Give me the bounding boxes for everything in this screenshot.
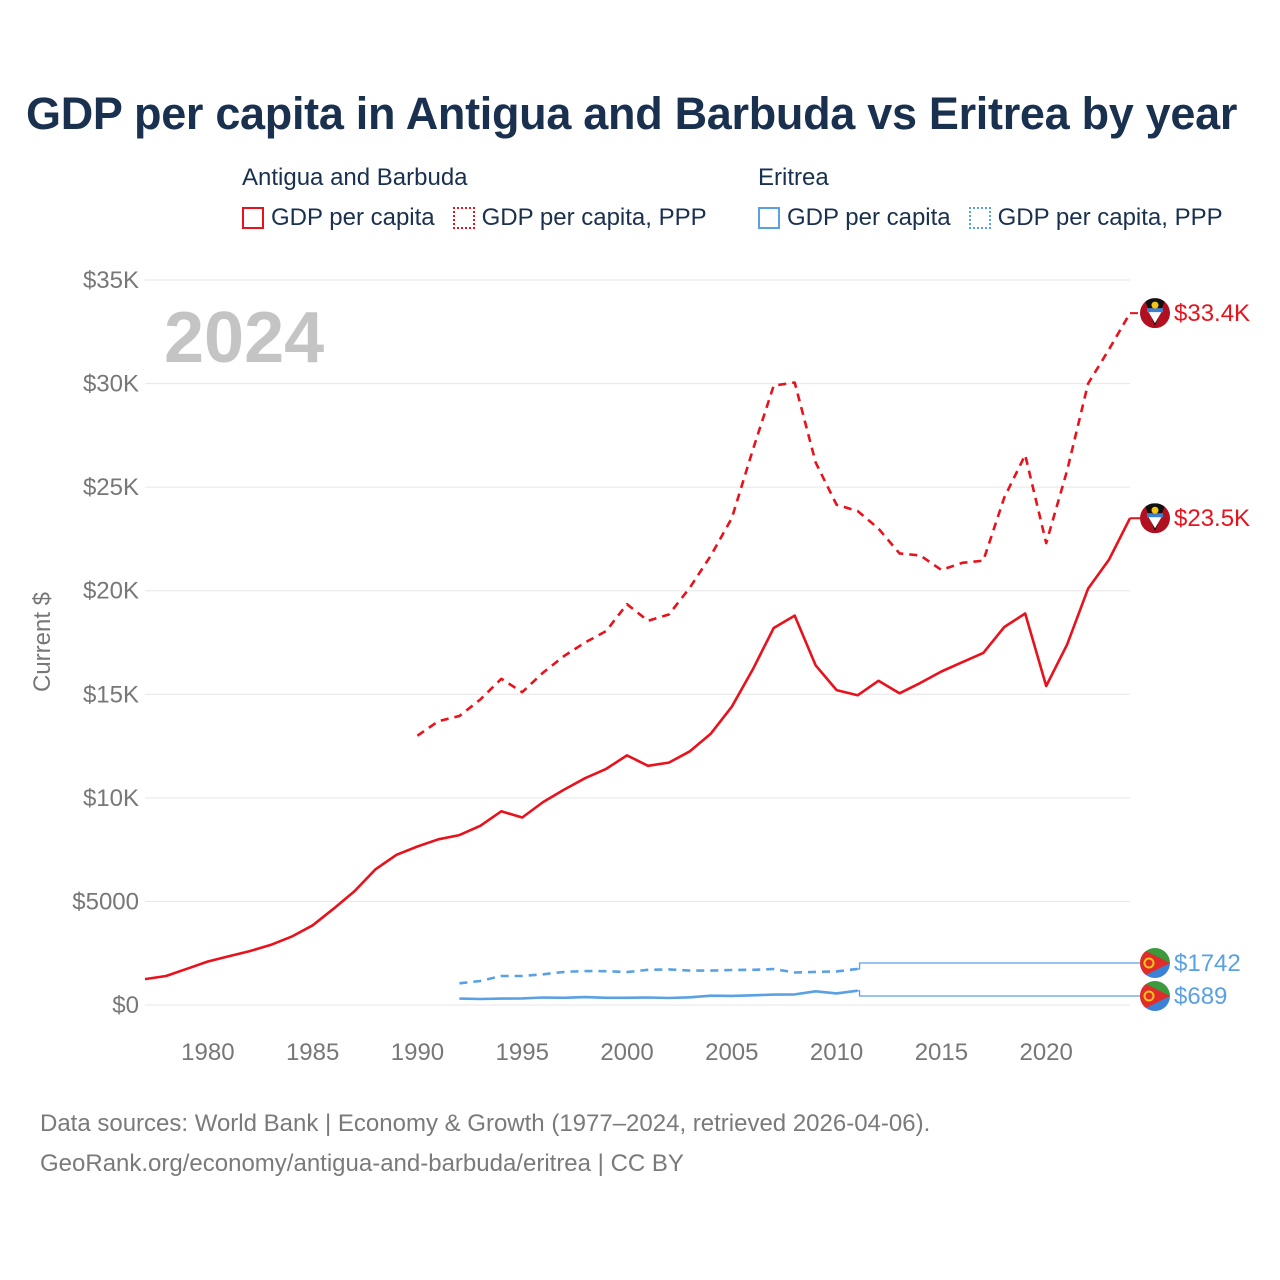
x-tick-label: 2005 bbox=[705, 1039, 758, 1066]
eritrea-flag-icon bbox=[1140, 981, 1170, 1011]
end-connector bbox=[857, 990, 1140, 997]
legend-group-eritrea: Eritrea GDP per capita GDP per capita, P… bbox=[758, 160, 1241, 232]
legend-item-antigua-gdp-ppp[interactable]: GDP per capita, PPP bbox=[452, 204, 707, 232]
y-axis-label: Current $ bbox=[29, 592, 56, 692]
legend-swatch-dotted bbox=[968, 207, 991, 229]
x-tick-label: 2020 bbox=[1019, 1039, 1072, 1066]
series-lines bbox=[144, 312, 1132, 1001]
legend-group-name: Antigua and Barbuda bbox=[242, 164, 468, 191]
legend-item-eritrea-gdp[interactable]: GDP per capita bbox=[758, 204, 951, 232]
antigua-flag-icon bbox=[1140, 298, 1170, 329]
series-line-1[interactable] bbox=[416, 312, 1132, 737]
y-tick-label: $5000 bbox=[72, 888, 139, 915]
x-tick-label: 2000 bbox=[600, 1039, 653, 1066]
legend-swatch-dotted bbox=[452, 207, 475, 229]
x-tick-label: 1980 bbox=[181, 1039, 234, 1066]
series-line-0[interactable] bbox=[144, 517, 1132, 981]
y-tick-label: $0 bbox=[112, 992, 139, 1019]
source-link[interactable]: GeoRank.org/economy/antigua-and-barbuda/… bbox=[40, 1150, 684, 1177]
legend-label: GDP per capita bbox=[787, 204, 951, 231]
data-sources-text: Data sources: World Bank | Economy & Gro… bbox=[40, 1110, 931, 1137]
end-connector bbox=[857, 962, 1140, 970]
legend-label: GDP per capita, PPP bbox=[481, 204, 707, 231]
y-tick-label: $20K bbox=[83, 578, 139, 605]
eritrea-flag-icon bbox=[1140, 948, 1170, 978]
x-tick-label: 1995 bbox=[496, 1039, 549, 1066]
y-tick-label: $35K bbox=[83, 267, 139, 294]
y-tick-label: $15K bbox=[83, 681, 139, 708]
series-line-2[interactable] bbox=[459, 989, 858, 1001]
series-line-3[interactable] bbox=[459, 967, 858, 985]
end-labels: $23.5K $33.4K $689 $1742 bbox=[857, 298, 1250, 1011]
legend-group-antigua: Antigua and Barbuda GDP per capita GDP p… bbox=[242, 160, 725, 232]
legend-label: GDP per capita bbox=[271, 204, 435, 231]
legend-swatch-solid bbox=[758, 207, 780, 229]
end-value-label: $23.5K bbox=[1174, 505, 1250, 532]
x-tick-label: 2010 bbox=[810, 1039, 863, 1066]
x-tick-label: 1985 bbox=[286, 1039, 339, 1066]
y-tick-label: $30K bbox=[83, 371, 139, 398]
end-value-label: $689 bbox=[1174, 983, 1227, 1010]
x-axis-tick-labels: 1980 1985 1990 1995 2000 2005 2010 2015 2020 bbox=[181, 1039, 1073, 1066]
legend-item-eritrea-gdp-ppp[interactable]: GDP per capita, PPP bbox=[968, 204, 1223, 232]
legend-label: GDP per capita, PPP bbox=[997, 204, 1223, 231]
y-tick-label: $10K bbox=[83, 785, 139, 812]
x-tick-label: 2015 bbox=[915, 1039, 968, 1066]
x-tick-label: 1990 bbox=[391, 1039, 444, 1066]
chart-title: GDP per capita in Antigua and Barbuda vs… bbox=[26, 88, 1238, 139]
y-axis-tick-labels: $0 $5000 $10K $15K $20K $25K $30K $35K bbox=[72, 267, 139, 1019]
legend-swatch-solid bbox=[242, 207, 264, 229]
gridlines bbox=[145, 279, 1130, 1006]
end-value-label: $33.4K bbox=[1174, 300, 1250, 327]
y-tick-label: $25K bbox=[83, 474, 139, 501]
end-value-label: $1742 bbox=[1174, 950, 1241, 977]
legend-group-name: Eritrea bbox=[758, 164, 829, 191]
year-watermark: 2024 bbox=[164, 298, 324, 378]
footer: Data sources: World Bank | Economy & Gro… bbox=[40, 1104, 930, 1184]
legend-item-antigua-gdp[interactable]: GDP per capita bbox=[242, 204, 435, 232]
antigua-flag-icon bbox=[1140, 503, 1170, 534]
